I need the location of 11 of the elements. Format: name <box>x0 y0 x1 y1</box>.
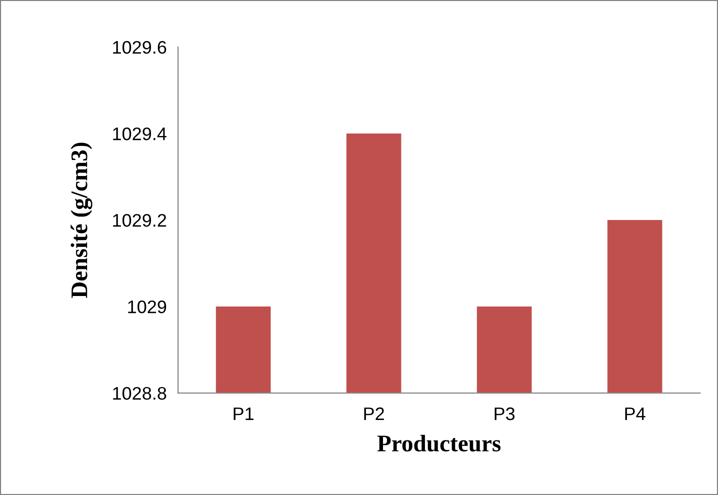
x-tick-label: P4 <box>625 408 646 420</box>
y-tick-label: 1029.2 <box>113 214 166 227</box>
y-tick-label: 1028.8 <box>113 386 166 400</box>
y-axis-title: Densité (g/cm3) <box>70 142 92 298</box>
y-tick-label: 1029.4 <box>113 127 166 140</box>
y-tick-label: 1029 <box>128 300 166 314</box>
x-tick-label: P2 <box>364 407 384 420</box>
x-tick-label: P3 <box>494 407 515 420</box>
x-axis-title: Producteurs <box>377 434 501 452</box>
x-tick-label: P1 <box>234 408 254 420</box>
y-tick-label: 1029.6 <box>113 40 166 54</box>
